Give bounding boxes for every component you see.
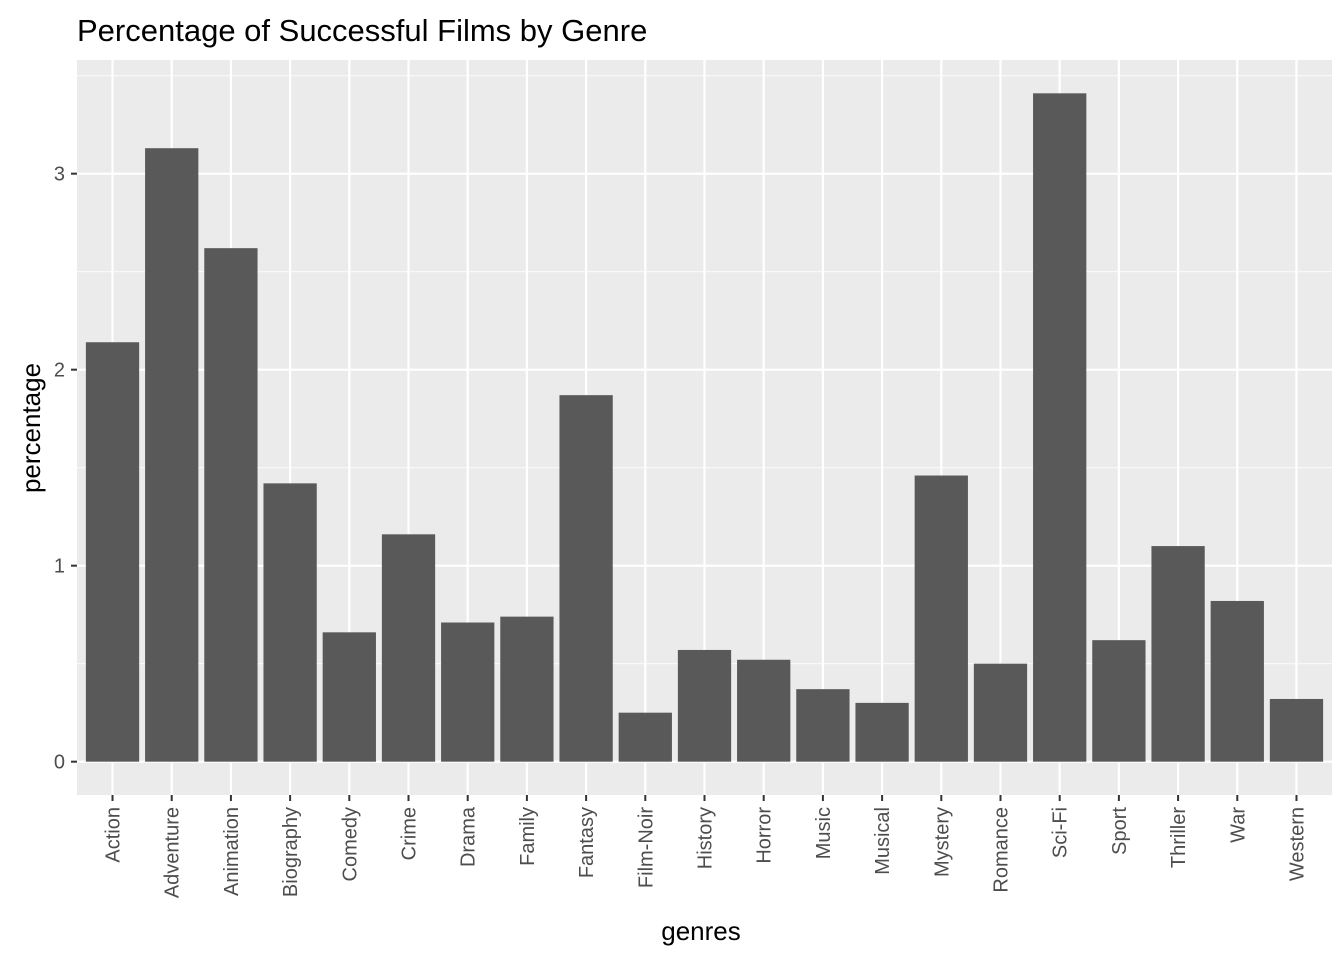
bar-western <box>1269 698 1324 762</box>
bar-sport <box>1092 640 1146 762</box>
bar-drama <box>441 622 495 762</box>
bar-mystery <box>914 475 968 762</box>
x-tick-label: Mystery <box>931 807 953 877</box>
x-tick-label: War <box>1227 807 1249 843</box>
chart-title: Percentage of Successful Films by Genre <box>77 13 647 48</box>
bar-fantasy <box>559 395 613 762</box>
bar-crime <box>381 534 436 762</box>
bar-adventure <box>145 148 199 762</box>
bar-war <box>1210 600 1264 762</box>
bar-thriller <box>1151 546 1205 762</box>
y-tick-label: 2 <box>54 360 65 382</box>
bar-history <box>677 649 732 762</box>
bar-musical <box>855 702 909 762</box>
bar-horror <box>737 659 791 762</box>
x-tick-label: Comedy <box>339 807 361 881</box>
y-tick-label: 3 <box>54 164 65 186</box>
x-axis-title: genres <box>661 916 741 946</box>
x-tick-label: Biography <box>280 807 302 897</box>
x-tick-label: Horror <box>754 807 776 864</box>
x-tick-label: Crime <box>399 807 421 860</box>
x-tick-label: Romance <box>990 807 1012 893</box>
bar-comedy <box>322 632 376 762</box>
bar-family <box>500 616 554 762</box>
y-axis: 0 1 2 3 <box>54 164 77 774</box>
y-axis-title: percentage <box>16 363 46 493</box>
x-axis: Action Adventure Animation Biography Comedy C… <box>103 795 1308 898</box>
x-tick-label: Sport <box>1109 807 1131 855</box>
x-tick-label: Animation <box>221 807 243 896</box>
x-tick-label: Music <box>813 807 835 859</box>
y-tick-label: 0 <box>54 752 65 774</box>
x-tick-label: Sci-Fi <box>1050 807 1072 858</box>
bars <box>85 93 1324 762</box>
x-tick-label: Western <box>1286 807 1308 881</box>
x-tick-label: Adventure <box>162 807 184 898</box>
bar-action <box>85 342 140 762</box>
x-tick-label: Thriller <box>1168 807 1190 868</box>
bar-biography <box>263 483 317 762</box>
bar-romance <box>973 663 1028 762</box>
bar-sci-fi <box>1033 93 1087 762</box>
x-tick-label: History <box>695 807 717 869</box>
x-tick-label: Drama <box>458 806 480 867</box>
x-tick-label: Musical <box>872 807 894 875</box>
x-tick-label: Family <box>517 807 539 866</box>
bar-animation <box>204 248 258 762</box>
y-tick-label: 1 <box>54 556 65 578</box>
x-tick-label: Action <box>103 807 125 863</box>
x-tick-label: Film-Noir <box>635 807 657 888</box>
bar-music <box>796 689 850 762</box>
bar-film-noir <box>618 712 672 762</box>
x-tick-label: Fantasy <box>576 807 598 878</box>
